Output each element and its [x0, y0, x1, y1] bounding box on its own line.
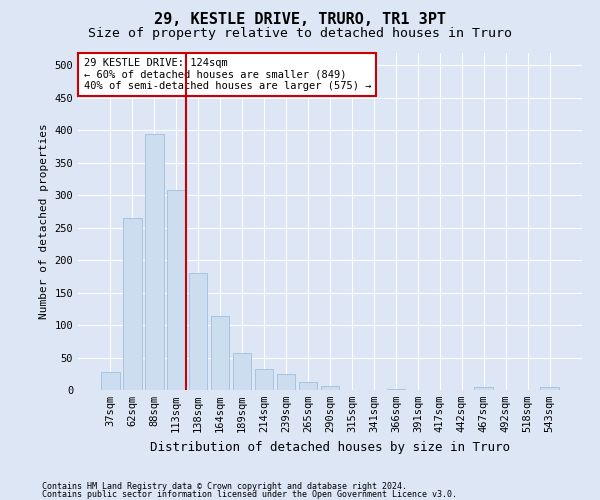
- X-axis label: Distribution of detached houses by size in Truro: Distribution of detached houses by size …: [150, 440, 510, 454]
- Bar: [475, 387, 493, 390]
- Text: Contains HM Land Registry data © Crown copyright and database right 2024.: Contains HM Land Registry data © Crown c…: [42, 482, 407, 491]
- Bar: [541, 388, 559, 390]
- Text: 29 KESTLE DRIVE: 124sqm
← 60% of detached houses are smaller (849)
40% of semi-d: 29 KESTLE DRIVE: 124sqm ← 60% of detache…: [83, 58, 371, 92]
- Bar: [101, 372, 119, 390]
- Text: Contains public sector information licensed under the Open Government Licence v3: Contains public sector information licen…: [42, 490, 457, 499]
- Bar: [145, 134, 164, 390]
- Text: Size of property relative to detached houses in Truro: Size of property relative to detached ho…: [88, 28, 512, 40]
- Bar: [189, 272, 208, 390]
- Bar: [167, 190, 185, 390]
- Text: 29, KESTLE DRIVE, TRURO, TR1 3PT: 29, KESTLE DRIVE, TRURO, TR1 3PT: [154, 12, 446, 28]
- Bar: [233, 353, 251, 390]
- Y-axis label: Number of detached properties: Number of detached properties: [39, 124, 49, 319]
- Bar: [320, 386, 340, 390]
- Bar: [211, 316, 229, 390]
- Bar: [277, 374, 295, 390]
- Bar: [255, 368, 274, 390]
- Bar: [123, 218, 142, 390]
- Bar: [299, 382, 317, 390]
